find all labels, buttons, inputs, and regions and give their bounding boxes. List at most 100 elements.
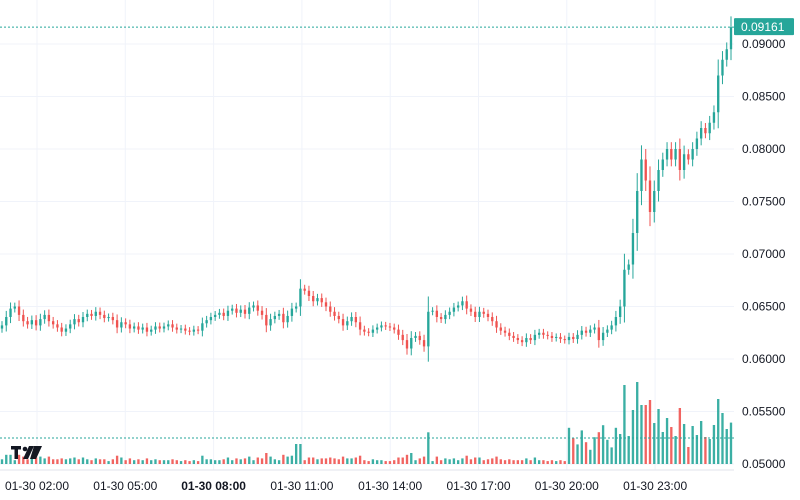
volume-bar [294,444,298,464]
volume-bar [179,461,183,464]
candle-body [729,27,733,50]
volume-bar [682,424,686,464]
volume-bar [589,449,592,464]
candle-body [312,296,315,302]
candle-body [34,320,38,326]
volume-bar [401,457,404,464]
candle-body [636,191,639,233]
volume-bar [491,458,494,464]
volume-bars [0,382,733,464]
candle-body [171,324,174,328]
candle-body [69,324,72,329]
volume-bar [34,457,38,464]
volume-bar [729,422,733,464]
volume-bar [167,460,170,464]
price-axis[interactable]: 0.05000 0.05500 0.06000 0.06500 0.07000 0.075… [742,37,786,471]
candle-body [623,269,626,307]
volume-bar [380,460,383,464]
volume-bar [448,459,451,464]
candle-body [648,180,652,212]
volume-bar [333,458,336,464]
volume-bar [712,425,716,464]
volume-bar [465,455,468,464]
candle-body [205,320,208,324]
x-tick-label: 01-30 08:00 [181,479,246,493]
volume-bar [0,459,4,464]
volume-bar [171,459,174,464]
candle-body [30,320,34,325]
time-axis[interactable]: 01-30 02:00 01-30 05:00 01-30 08:00 01-30 1… [5,479,687,493]
candle-body [601,332,605,341]
candle-body [725,49,728,60]
volume-bar [601,425,605,464]
volume-bar [593,437,596,464]
volume-bar [405,454,409,464]
volume-bar [337,459,340,464]
volume-bar [231,460,234,464]
volume-bar [256,457,259,464]
tv-logo-icon[interactable] [11,446,42,459]
candle-body [606,329,609,333]
candle-body [294,306,298,309]
candle-body [508,332,511,336]
candle-body [380,325,383,328]
candle-body [695,138,699,149]
candle-body [491,317,494,322]
volume-bar [154,459,157,464]
volume-bar [482,460,485,464]
volume-bar [695,435,699,464]
volume-bar [269,456,272,464]
candle-body [401,334,404,341]
volume-bar [653,423,656,464]
volume-bar [614,427,618,464]
candle-body [469,308,473,312]
volume-bar [418,458,421,464]
volume-bar [393,460,396,464]
volume-bar [124,460,127,464]
candle-body [444,314,447,320]
candle-body [717,75,720,113]
candle-body [550,335,554,338]
volume-bar [316,459,319,464]
x-tick-label: 01-30 17:00 [446,479,510,493]
y-tick-label: 0.05000 [742,457,786,471]
candle-body [618,306,622,317]
candle-body [478,311,481,317]
candle-body [222,312,225,316]
y-tick-label: 0.08000 [742,142,786,156]
volume-bar [559,460,562,464]
candle-body [627,264,630,270]
volume-bar [282,454,285,464]
volume-bar [137,459,140,464]
volume-bar [324,458,328,464]
candle-body [299,288,302,307]
candle-body [22,314,25,322]
volume-bar [299,444,302,464]
volume-bar [546,461,549,464]
candle-body [248,307,251,314]
volume-bar [205,459,208,464]
candle-body [563,339,566,341]
volume-bar [572,438,575,464]
candle-body [77,319,80,323]
candle-body [0,325,4,329]
candle-body [273,315,277,320]
candle-body [371,329,375,333]
candle-body [260,310,264,315]
last-price-value: 0.09161 [741,20,785,34]
volume-bar [618,434,622,464]
candle-body [410,338,413,349]
volume-bar [576,444,579,464]
candle-body [290,308,294,316]
volume-bar [631,410,635,464]
candle-body [98,311,102,315]
candle-body [435,310,439,317]
volume-bar [516,460,520,464]
candle-body [218,312,221,315]
candle-body [5,317,8,326]
candle-body [81,317,85,323]
candle-body [610,325,613,330]
candle-body [456,305,460,308]
candle-body [167,324,170,327]
